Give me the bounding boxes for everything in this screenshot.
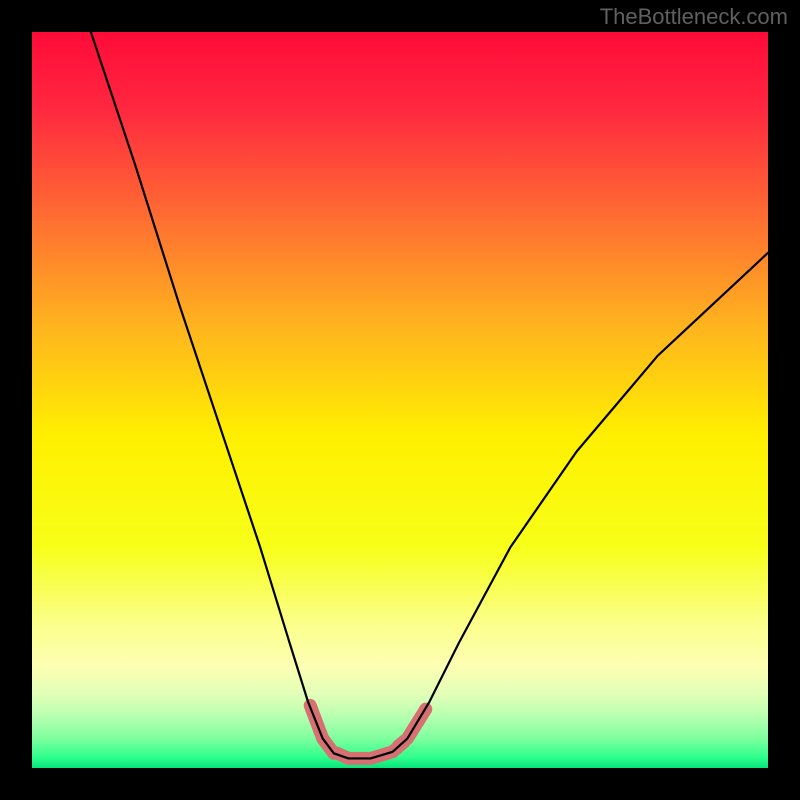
watermark-text: TheBottleneck.com	[600, 4, 788, 30]
figure-frame: TheBottleneck.com	[0, 0, 800, 800]
curve-overlay	[32, 32, 768, 768]
bottleneck-curve	[91, 32, 768, 758]
highlight-segments	[310, 705, 426, 758]
highlight-segment	[310, 705, 334, 753]
plot-area	[32, 32, 768, 768]
